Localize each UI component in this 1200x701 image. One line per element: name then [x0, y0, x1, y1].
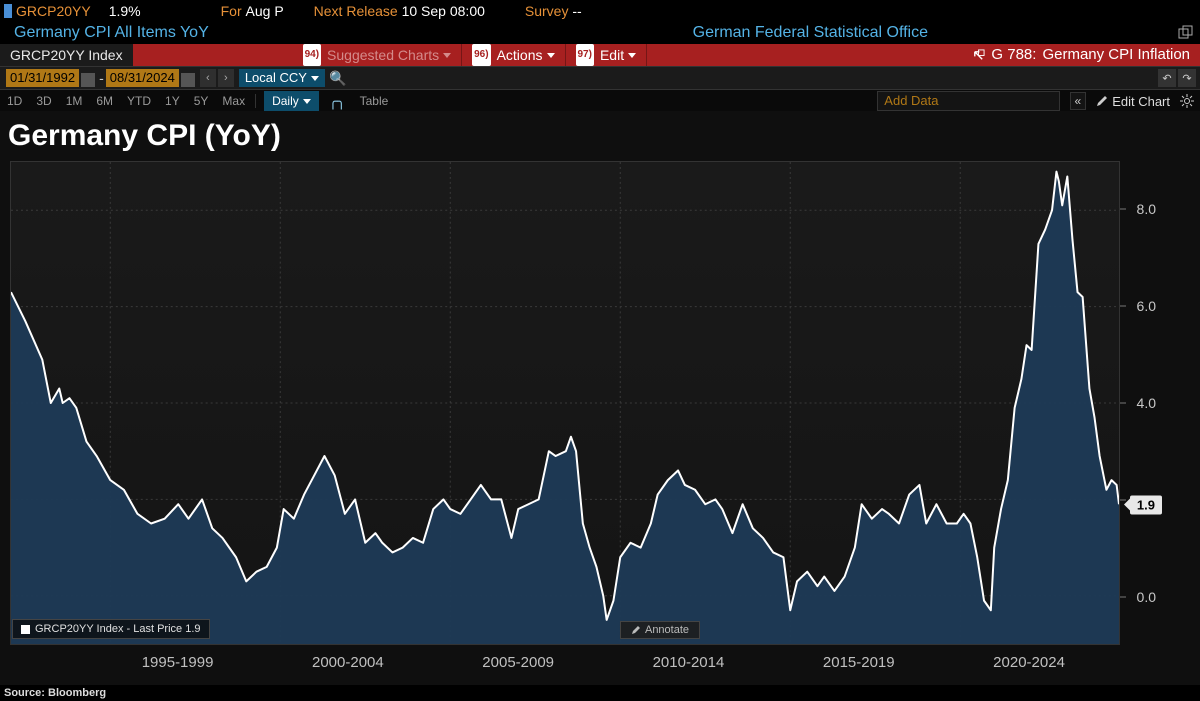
menu-number-97: 97)	[576, 44, 594, 66]
ticker: GRCP20YY	[16, 0, 91, 22]
next-release-label: Next Release	[314, 0, 398, 22]
x-axis-tick-label: 2020-2024	[993, 654, 1065, 671]
chart-plot-area[interactable]	[10, 161, 1120, 645]
external-link-icon	[972, 49, 985, 62]
chevron-down-icon	[303, 99, 311, 104]
menu-number-94: 94)	[303, 44, 321, 66]
calendar-icon[interactable]	[181, 73, 195, 87]
for-label: For	[221, 0, 242, 22]
index-label: GRCP20YY Index	[0, 44, 133, 66]
range-button-5y[interactable]: 5Y	[187, 94, 216, 108]
ticker-marker	[4, 4, 12, 18]
range-button-6m[interactable]: 6M	[89, 94, 120, 108]
x-axis-tick-label: 2005-2009	[482, 654, 554, 671]
redo-button[interactable]: ↷	[1178, 69, 1196, 87]
start-date-input[interactable]: 01/31/1992	[6, 69, 79, 87]
date-prev-button[interactable]: ‹	[200, 69, 216, 87]
date-bar: 01/31/1992 - 08/31/2024 ‹ › Local CCY 🔍 …	[0, 66, 1200, 90]
chart-type-icon[interactable]: ╭╮	[329, 93, 346, 110]
chart-name: Germany CPI Inflation	[1042, 44, 1190, 66]
chevron-down-icon	[628, 53, 636, 58]
chart-reference[interactable]: G 788: Germany CPI Inflation	[962, 44, 1200, 66]
range-button-1d[interactable]: 1D	[0, 94, 29, 108]
next-release-value: 10 Sep 08:00	[402, 0, 485, 22]
y-axis-tick-label: 4.0	[1137, 395, 1156, 411]
action-bar: GRCP20YY Index 94) Suggested Charts 96) …	[0, 44, 1200, 66]
edit-chart-label: Edit Chart	[1112, 94, 1170, 109]
magnify-icon[interactable]: 🔍	[329, 70, 346, 87]
range-button-3d[interactable]: 3D	[29, 94, 58, 108]
security-description: Germany CPI All Items YoY	[14, 22, 209, 44]
end-date-input[interactable]: 08/31/2024	[106, 69, 179, 87]
date-separator: -	[99, 70, 104, 86]
chart-legend: GRCP20YY Index - Last Price 1.9	[12, 619, 210, 639]
legend-swatch	[21, 625, 30, 634]
y-axis-tick-label: 6.0	[1137, 298, 1156, 314]
annotate-button[interactable]: Annotate	[620, 621, 700, 639]
x-axis-tick-label: 1995-1999	[142, 654, 214, 671]
add-data-input[interactable]: Add Data	[877, 91, 1059, 111]
frequency-selector[interactable]: Daily	[264, 91, 319, 111]
frequency-label: Daily	[272, 91, 299, 111]
edit-menu[interactable]: 97) Edit	[566, 44, 648, 66]
source-footer: Source: Bloomberg	[0, 685, 1200, 701]
edit-chart-button[interactable]: Edit Chart	[1096, 94, 1170, 109]
x-axis-tick-label: 2015-2019	[823, 654, 895, 671]
survey-value: --	[572, 0, 581, 22]
gear-icon[interactable]	[1180, 94, 1194, 108]
edit-label: Edit	[600, 44, 624, 66]
chart-title: Germany CPI (YoY)	[8, 119, 281, 153]
chevron-down-icon	[547, 53, 555, 58]
pencil-icon	[631, 625, 641, 635]
popout-icon[interactable]	[1178, 25, 1194, 41]
currency-selector[interactable]: Local CCY	[239, 69, 325, 87]
pencil-icon	[1096, 95, 1108, 107]
rewind-button[interactable]: «	[1070, 92, 1087, 110]
actions-menu[interactable]: 96) Actions	[462, 44, 565, 66]
y-axis-tick-label: 8.0	[1137, 201, 1156, 217]
annotate-label: Annotate	[645, 624, 689, 636]
last-price-badge: 1.9	[1130, 495, 1162, 514]
date-next-button[interactable]: ›	[218, 69, 234, 87]
range-bar: 1D3D1M6MYTD1Y5YMax Daily ╭╮ Table Add Da…	[0, 90, 1200, 113]
for-value: Aug P	[246, 0, 284, 22]
chart-panel: Germany CPI (YoY) GRCP20YY Index - Last …	[0, 111, 1200, 685]
range-button-max[interactable]: Max	[215, 94, 256, 108]
security-source: German Federal Statistical Office	[693, 22, 928, 44]
currency-label: Local CCY	[245, 69, 307, 87]
undo-button[interactable]: ↶	[1158, 69, 1176, 87]
info-line-1: GRCP20YY 1.9% For Aug P Next Release 10 …	[0, 0, 1200, 22]
menu-number-96: 96)	[472, 44, 490, 66]
suggested-charts-menu[interactable]: 94) Suggested Charts	[293, 44, 463, 66]
calendar-icon[interactable]	[81, 73, 95, 87]
x-axis-tick-label: 2000-2004	[312, 654, 384, 671]
actions-label: Actions	[497, 44, 543, 66]
table-toggle[interactable]: Table	[360, 94, 389, 108]
range-button-ytd[interactable]: YTD	[120, 94, 158, 108]
chevron-down-icon	[443, 53, 451, 58]
suggested-charts-label: Suggested Charts	[327, 44, 439, 66]
chevron-down-icon	[311, 76, 319, 81]
chart-code: G 788:	[991, 44, 1036, 66]
range-button-1m[interactable]: 1M	[59, 94, 90, 108]
survey-label: Survey	[525, 0, 569, 22]
legend-text: GRCP20YY Index - Last Price 1.9	[35, 623, 201, 635]
last-value: 1.9%	[109, 0, 141, 22]
info-line-2: Germany CPI All Items YoY German Federal…	[0, 22, 1200, 44]
x-axis-tick-label: 2010-2014	[653, 654, 725, 671]
y-axis-tick-label: 0.0	[1137, 589, 1156, 605]
range-button-1y[interactable]: 1Y	[158, 94, 187, 108]
